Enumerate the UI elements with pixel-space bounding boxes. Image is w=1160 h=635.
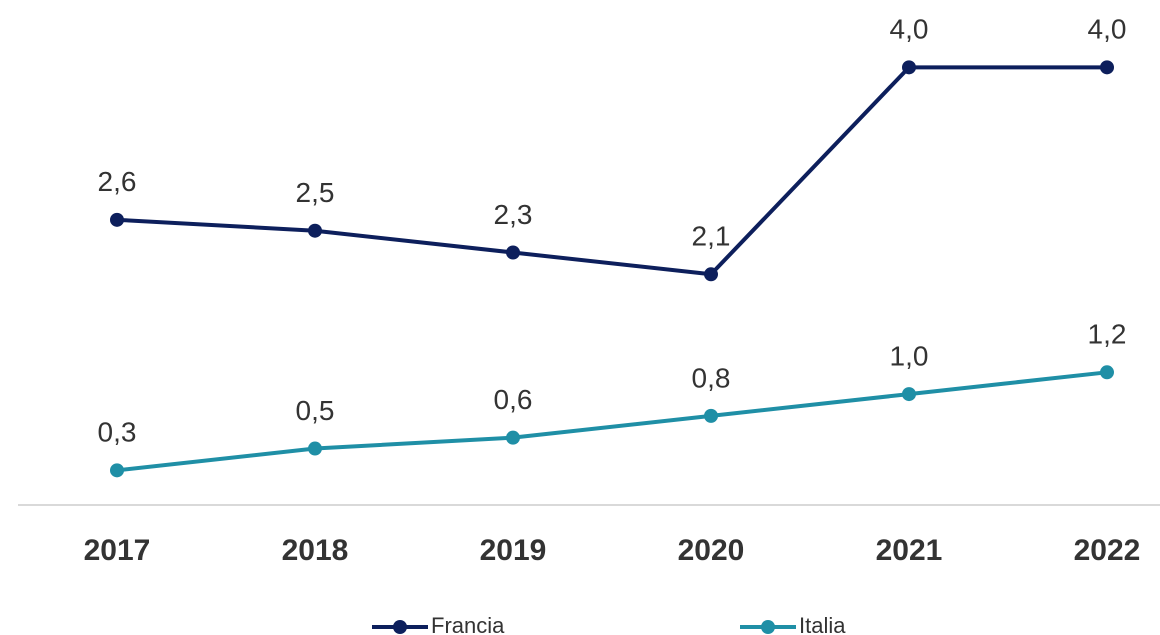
x-tick-label: 2019	[480, 534, 547, 567]
data-label: 0,5	[296, 395, 335, 426]
x-tick-label: 2021	[876, 534, 943, 567]
data-label: 0,8	[692, 362, 731, 393]
data-point	[1100, 60, 1114, 75]
data-label: 4,0	[890, 14, 929, 45]
data-point	[1100, 365, 1114, 380]
data-label: 1,0	[890, 340, 929, 371]
x-tick-label: 2017	[84, 534, 151, 567]
data-point	[902, 60, 916, 75]
data-label: 2,1	[692, 221, 731, 252]
data-point	[110, 463, 124, 478]
data-label: 4,0	[1088, 14, 1127, 45]
data-point	[506, 430, 520, 445]
data-label: 0,6	[494, 384, 533, 415]
series-line	[116, 65, 1107, 277]
series-line	[116, 370, 1108, 473]
data-point	[704, 267, 718, 282]
data-label: 0,3	[98, 417, 137, 448]
x-tick-label: 2020	[678, 534, 745, 567]
legend-label: Italia	[799, 613, 846, 635]
data-point	[110, 212, 124, 227]
legend-label: Francia	[431, 613, 505, 635]
data-label: 2,3	[494, 199, 533, 230]
data-point	[308, 223, 322, 238]
data-label: 2,6	[98, 166, 137, 197]
data-point	[506, 245, 520, 260]
data-label: 2,5	[296, 177, 335, 208]
data-label: 1,2	[1088, 319, 1127, 350]
legend-marker	[761, 620, 775, 634]
legend-marker	[393, 620, 407, 634]
data-point	[308, 441, 322, 456]
x-tick-label: 2022	[1074, 534, 1141, 567]
data-point	[704, 408, 718, 423]
x-tick-label: 2018	[282, 534, 349, 567]
data-point	[902, 387, 916, 402]
